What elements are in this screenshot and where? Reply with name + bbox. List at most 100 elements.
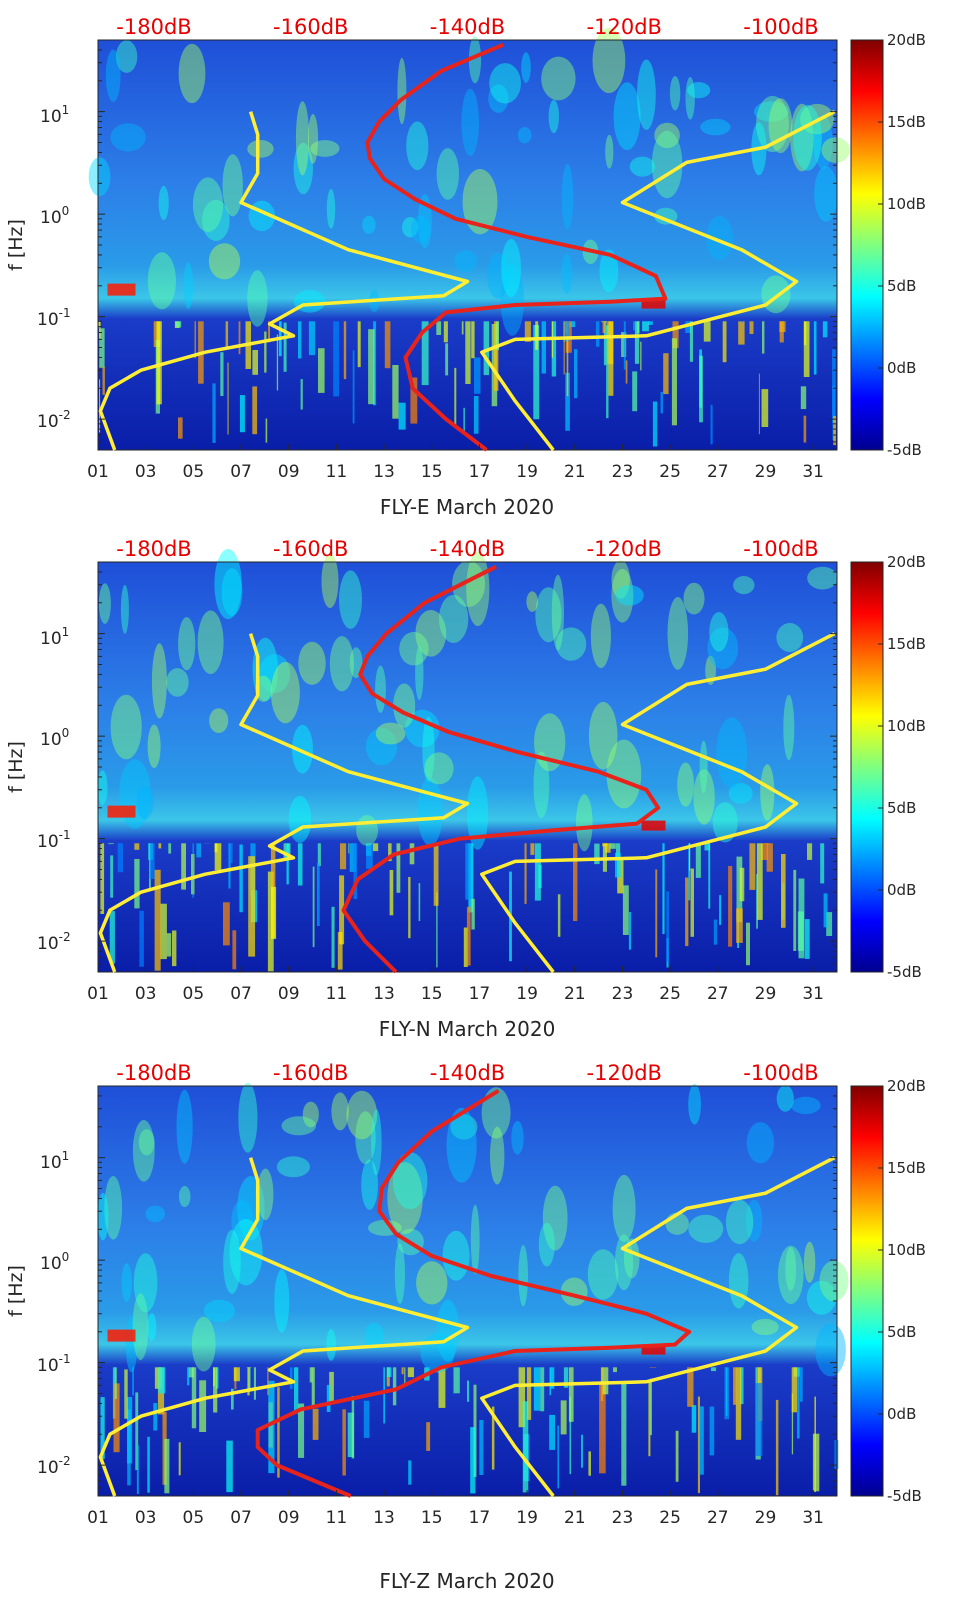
spectrogram-blob bbox=[489, 63, 521, 104]
spectrogram-stripe bbox=[160, 903, 167, 960]
spectrogram-blob bbox=[151, 643, 167, 719]
spectrogram-stripe bbox=[728, 866, 733, 947]
spectrogram-blob bbox=[276, 1156, 310, 1178]
spectrogram-stripe bbox=[267, 871, 274, 972]
spectrogram-stripe bbox=[178, 417, 183, 439]
spectrogram-stripe bbox=[791, 1393, 794, 1455]
spectrogram-blob bbox=[667, 597, 689, 670]
y-tick-label: 10-2 bbox=[37, 408, 71, 432]
spectrogram-stripe bbox=[606, 325, 609, 419]
y-tick-label: 101 bbox=[40, 1149, 69, 1173]
x-tick-label: 19 bbox=[516, 984, 538, 1004]
spectrogram-stripe bbox=[736, 856, 743, 923]
spectrogram-stripe bbox=[383, 1367, 385, 1424]
spectrogram-stripe bbox=[804, 919, 810, 959]
top-db-label: -100dB bbox=[743, 537, 818, 561]
top-db-label: -120dB bbox=[587, 15, 662, 39]
spectrogram-blob bbox=[548, 99, 559, 134]
spectrogram-blob bbox=[147, 724, 161, 769]
spectrogram-blob bbox=[793, 104, 822, 171]
spectrogram-stripe bbox=[158, 843, 162, 849]
spectrogram-blob bbox=[623, 1238, 640, 1279]
spectrogram-stripe bbox=[409, 843, 415, 865]
spectrogram-stripe bbox=[474, 357, 481, 394]
spectrogram-stripe bbox=[557, 1425, 560, 1489]
spectrogram-stripe bbox=[227, 362, 229, 435]
spectrogram-blob bbox=[526, 591, 538, 612]
spectrogram-blob bbox=[364, 1322, 384, 1350]
spectrogram-blob bbox=[685, 77, 695, 120]
panel-fly-n: 10-2 10-1 100 101 f [Hz] 01 03 05 07 09 11 13 1… bbox=[5, 537, 926, 1041]
spectrogram-stripe bbox=[265, 418, 268, 443]
spectrogram-blob bbox=[518, 1244, 528, 1307]
overlay-curves bbox=[98, 1088, 836, 1498]
x-axis-label: FLY-E March 2020 bbox=[380, 495, 554, 519]
spectrogram-blob bbox=[450, 1114, 478, 1140]
x-tick-label: 15 bbox=[421, 1508, 443, 1528]
spectrogram-blob bbox=[538, 1222, 555, 1267]
spectrogram-blob bbox=[192, 177, 224, 232]
x-tick-label: 03 bbox=[135, 984, 157, 1004]
spectrogram-blob bbox=[541, 56, 576, 101]
spectrogram-stripe bbox=[642, 321, 649, 332]
spectrogram-blob bbox=[751, 1318, 779, 1336]
spectrogram-stripe bbox=[268, 1380, 275, 1474]
spectrogram-stripe bbox=[333, 321, 339, 397]
spectrogram-stripe bbox=[99, 321, 101, 339]
spectrogram-stripe bbox=[735, 1367, 742, 1440]
spectrogram-stripe bbox=[433, 843, 439, 906]
x-tick-label: 01 bbox=[87, 984, 109, 1004]
spectrogram-stripe bbox=[248, 856, 256, 957]
spectrogram-stripe bbox=[566, 338, 569, 397]
spectrogram-stripe bbox=[172, 930, 177, 967]
spectrogram-stripe bbox=[164, 1438, 170, 1494]
spectrogram-blob bbox=[375, 665, 386, 713]
spectrogram-stripe bbox=[233, 1367, 240, 1382]
x-tick-label: 31 bbox=[802, 462, 824, 482]
spectrogram-blob bbox=[424, 752, 454, 785]
spectrogram-stripe bbox=[605, 843, 611, 853]
spectrogram-stripe bbox=[725, 1367, 728, 1416]
spectrogram-blob bbox=[362, 215, 376, 234]
x-axis-label: FLY-Z March 2020 bbox=[379, 1569, 554, 1593]
spectrogram-blob bbox=[257, 1168, 274, 1221]
colorbar-tick-label: 15dB bbox=[887, 113, 926, 131]
spectrogram-stripe bbox=[719, 895, 722, 925]
spectrogram-blob bbox=[592, 27, 626, 94]
spectrogram-blob bbox=[281, 1116, 317, 1136]
spectrogram-stripe bbox=[110, 855, 114, 898]
spectrogram-stripe bbox=[565, 372, 570, 431]
spectrogram-blob bbox=[819, 1260, 849, 1302]
spectrogram-blob bbox=[110, 123, 146, 152]
spectrogram-blob bbox=[815, 1323, 846, 1377]
x-tick-label: 11 bbox=[326, 1508, 348, 1528]
spectrogram-stripe bbox=[812, 1433, 820, 1492]
spectrogram-stripe bbox=[109, 911, 115, 964]
spectrogram-stripe bbox=[407, 1367, 414, 1378]
x-tick-label: 17 bbox=[469, 984, 491, 1004]
hotspot bbox=[107, 283, 136, 296]
spectrogram-stripe bbox=[722, 321, 727, 363]
x-tick-label: 19 bbox=[516, 1508, 538, 1528]
spectrogram-blob bbox=[202, 199, 230, 241]
spectrogram-stripe bbox=[426, 1422, 431, 1451]
x-tick-label: 03 bbox=[135, 1508, 157, 1528]
spectrogram-stripe bbox=[632, 371, 638, 412]
spectrogram-stripe bbox=[471, 321, 475, 359]
top-db-label: -160dB bbox=[273, 537, 348, 561]
spectrogram-stripe bbox=[551, 321, 557, 377]
spectrogram-stripe bbox=[666, 891, 669, 962]
spectrogram-stripe bbox=[214, 843, 218, 853]
spectrogram-stripe bbox=[685, 321, 692, 333]
spectrogram-blob bbox=[416, 1261, 448, 1305]
spectrogram-stripe bbox=[252, 350, 258, 375]
x-tick-label: 23 bbox=[612, 984, 634, 1004]
spectrogram-blob bbox=[466, 551, 490, 627]
spectrogram-stripe bbox=[708, 843, 711, 909]
spectrogram-stripe bbox=[188, 1367, 194, 1378]
spectrogram-blob bbox=[487, 252, 509, 299]
spectrogram-blob bbox=[105, 49, 121, 102]
spectrogram-blob bbox=[754, 101, 789, 122]
spectrogram-stripe bbox=[568, 1367, 574, 1422]
spectrogram-stripe bbox=[384, 321, 391, 369]
